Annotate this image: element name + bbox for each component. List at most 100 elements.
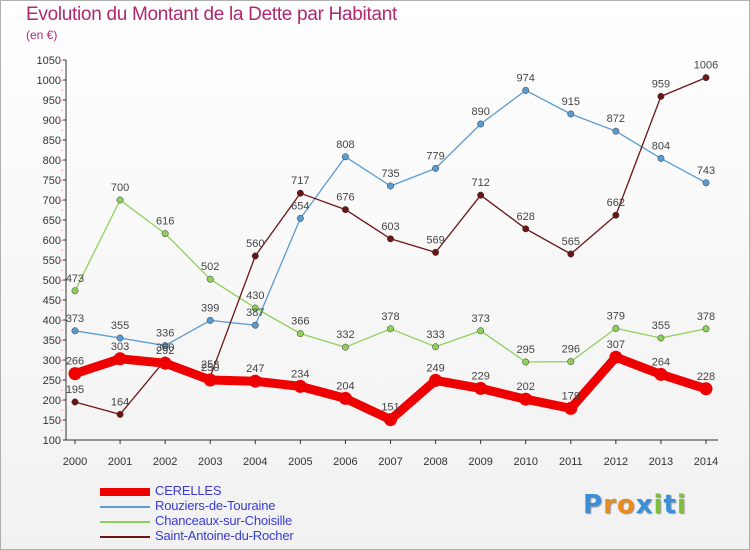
data-point-rouziers-de-touraine — [206, 316, 214, 324]
data-label-rouziers-de-touraine: 804 — [652, 140, 670, 152]
data-point-chanceaux-sur-choisille — [116, 196, 124, 204]
data-point-chanceaux-sur-choisille — [296, 330, 304, 338]
data-point-saint-antoine-du-rocher — [477, 191, 485, 199]
x-tick-label: 2012 — [604, 456, 628, 468]
data-label-chanceaux-sur-choisille: 296 — [562, 344, 580, 356]
data-label-saint-antoine-du-rocher: 565 — [562, 236, 580, 248]
data-label-rouziers-de-touraine: 654 — [291, 200, 309, 212]
y-tick-label: 800 — [43, 155, 61, 167]
x-tick-label: 2006 — [333, 456, 357, 468]
legend-swatch-saint-antoine — [100, 536, 150, 538]
data-label-saint-antoine-du-rocher: 300 — [156, 342, 174, 354]
data-point-saint-antoine-du-rocher — [341, 206, 349, 214]
data-point-rouziers-de-touraine — [161, 342, 169, 350]
data-label-cerelles: 250 — [201, 362, 219, 374]
y-tick-label: 550 — [43, 255, 61, 267]
data-label-rouziers-de-touraine: 355 — [111, 320, 129, 332]
data-label-cerelles: 266 — [66, 356, 84, 368]
data-point-chanceaux-sur-choisille — [567, 358, 575, 366]
logo-letter: r — [603, 490, 617, 520]
x-tick-label: 2003 — [198, 456, 222, 468]
data-label-rouziers-de-touraine: 399 — [201, 302, 219, 314]
logo-letter: i — [676, 490, 687, 520]
chart-title: Evolution du Montant de la Dette par Hab… — [26, 4, 397, 25]
y-tick-label: 350 — [43, 335, 61, 347]
data-point-cerelles — [113, 352, 127, 366]
data-point-rouziers-de-touraine — [296, 214, 304, 222]
data-label-saint-antoine-du-rocher: 712 — [471, 177, 489, 189]
data-label-chanceaux-sur-choisille: 502 — [201, 261, 219, 273]
data-point-rouziers-de-touraine — [477, 120, 485, 128]
data-point-cerelles — [293, 379, 307, 393]
legend-label-rouziers: Rouziers-de-Touraine — [155, 498, 276, 513]
data-label-chanceaux-sur-choisille: 379 — [607, 310, 625, 322]
data-point-rouziers-de-touraine — [116, 334, 124, 342]
y-tick-label: 150 — [43, 415, 61, 427]
data-labels-layer: 266 303 292 250 247 234 204 151 249 229 202 179 307 2… — [66, 60, 718, 414]
x-tick-label: 2013 — [649, 456, 673, 468]
y-tick-label: 700 — [43, 195, 61, 207]
data-label-rouziers-de-touraine: 890 — [471, 106, 489, 118]
data-label-rouziers-de-touraine: 336 — [156, 328, 174, 340]
data-point-rouziers-de-touraine — [71, 327, 79, 335]
data-point-chanceaux-sur-choisille — [612, 324, 620, 332]
data-point-chanceaux-sur-choisille — [522, 358, 530, 366]
x-tick-label: 2009 — [468, 456, 492, 468]
data-label-saint-antoine-du-rocher: 560 — [246, 238, 264, 250]
x-tick-label: 2005 — [288, 456, 312, 468]
data-point-saint-antoine-du-rocher — [702, 74, 710, 82]
logo-letter: P — [583, 490, 604, 520]
data-label-cerelles: 151 — [381, 402, 399, 414]
data-point-saint-antoine-du-rocher — [432, 248, 440, 256]
data-label-rouziers-de-touraine: 743 — [697, 165, 715, 177]
y-tick-label: 1000 — [37, 75, 61, 87]
data-label-chanceaux-sur-choisille: 295 — [517, 344, 535, 356]
data-point-saint-antoine-du-rocher — [612, 211, 620, 219]
data-label-saint-antoine-du-rocher: 569 — [426, 234, 444, 246]
data-label-rouziers-de-touraine: 387 — [246, 307, 264, 319]
y-tick-label: 750 — [43, 175, 61, 187]
data-point-saint-antoine-du-rocher — [387, 235, 394, 243]
x-tick-label: 2008 — [423, 456, 447, 468]
data-label-cerelles: 204 — [336, 380, 354, 392]
x-tick-label: 2010 — [513, 456, 537, 468]
data-point-rouziers-de-touraine — [657, 154, 665, 162]
y-tick-label: 100 — [43, 435, 61, 447]
x-tick-label: 2011 — [559, 456, 583, 468]
data-label-rouziers-de-touraine: 974 — [517, 72, 535, 84]
data-label-saint-antoine-du-rocher: 164 — [111, 396, 129, 408]
x-tick-label: 2007 — [378, 456, 402, 468]
x-tick-label: 2000 — [63, 456, 87, 468]
data-point-cerelles — [564, 401, 578, 415]
data-point-saint-antoine-du-rocher — [567, 250, 575, 258]
data-label-chanceaux-sur-choisille: 616 — [156, 216, 174, 228]
data-point-saint-antoine-du-rocher — [657, 92, 665, 100]
data-point-saint-antoine-du-rocher — [71, 398, 79, 406]
data-label-rouziers-de-touraine: 915 — [562, 96, 580, 108]
y-tick-label: 250 — [43, 375, 61, 387]
data-label-saint-antoine-du-rocher: 1006 — [694, 60, 718, 72]
data-point-chanceaux-sur-choisille — [432, 343, 440, 351]
data-point-saint-antoine-du-rocher — [116, 410, 124, 418]
data-label-saint-antoine-du-rocher: 195 — [66, 384, 84, 396]
data-point-cerelles — [519, 392, 533, 406]
data-point-chanceaux-sur-choisille — [477, 327, 485, 335]
data-label-cerelles: 202 — [517, 381, 535, 393]
data-label-cerelles: 264 — [652, 356, 670, 368]
data-point-chanceaux-sur-choisille — [206, 275, 214, 283]
data-label-cerelles: 303 — [111, 341, 129, 353]
data-point-chanceaux-sur-choisille — [657, 334, 665, 342]
data-point-cerelles — [699, 382, 713, 396]
legend-label-chanceaux: Chanceaux-sur-Choisille — [155, 513, 293, 528]
data-point-cerelles — [474, 381, 488, 395]
data-label-cerelles: 307 — [607, 339, 625, 351]
data-label-rouziers-de-touraine: 872 — [607, 113, 625, 125]
data-point-rouziers-de-touraine — [341, 153, 349, 161]
data-point-rouziers-de-touraine — [251, 321, 259, 329]
data-label-cerelles: 229 — [471, 370, 489, 382]
series-layer — [68, 74, 713, 427]
data-label-saint-antoine-du-rocher: 603 — [381, 221, 399, 233]
data-point-cerelles — [68, 367, 82, 381]
